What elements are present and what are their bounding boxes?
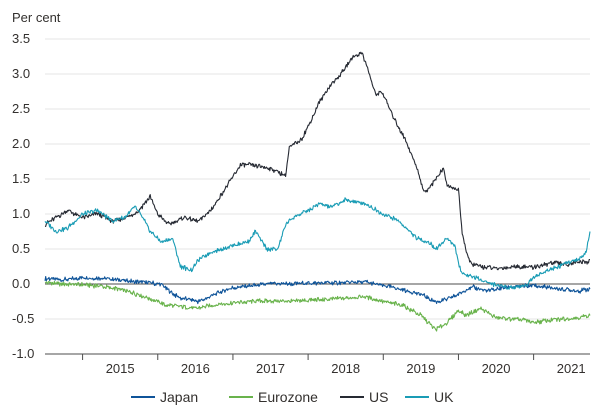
series-line-eurozone — [44, 280, 591, 332]
series-line-japan — [44, 275, 591, 305]
y-tick-label: 3.0 — [12, 66, 30, 81]
gridlines — [45, 38, 590, 355]
legend: Japan Eurozone US UK — [131, 389, 454, 405]
x-axis: 2015 2016 2017 2018 2019 2020 2021 — [45, 353, 590, 376]
y-tick-label: 2.5 — [12, 101, 30, 116]
y-tick-label: 1.5 — [12, 171, 30, 186]
y-tick-label: 1.0 — [12, 206, 30, 221]
series-line-uk — [44, 197, 591, 290]
y-axis-ticks: 3.5 3.0 2.5 2.0 1.5 1.0 0.5 0.0 -0.5 -1.0 — [12, 31, 34, 361]
series-lines — [44, 51, 591, 332]
legend-label-japan: Japan — [160, 389, 198, 405]
y-tick-label: -1.0 — [12, 346, 34, 361]
y-tick-label: 3.5 — [12, 31, 30, 46]
y-tick-label: 0.0 — [12, 276, 30, 291]
y-tick-label: 2.0 — [12, 136, 30, 151]
series-line-us — [44, 51, 590, 271]
y-axis-label: Per cent — [12, 10, 61, 25]
y-tick-label: 0.5 — [12, 241, 30, 256]
x-tick-label: 2015 — [106, 361, 135, 376]
x-tick-label: 2017 — [256, 361, 285, 376]
legend-label-uk: UK — [434, 389, 454, 405]
x-tick-label: 2016 — [181, 361, 210, 376]
x-tick-label: 2021 — [557, 361, 586, 376]
x-tick-label: 2019 — [406, 361, 435, 376]
legend-label-us: US — [369, 389, 388, 405]
x-tick-label: 2020 — [482, 361, 511, 376]
legend-label-eurozone: Eurozone — [258, 389, 318, 405]
x-tick-label: 2018 — [331, 361, 360, 376]
y-tick-label: -0.5 — [12, 311, 34, 326]
